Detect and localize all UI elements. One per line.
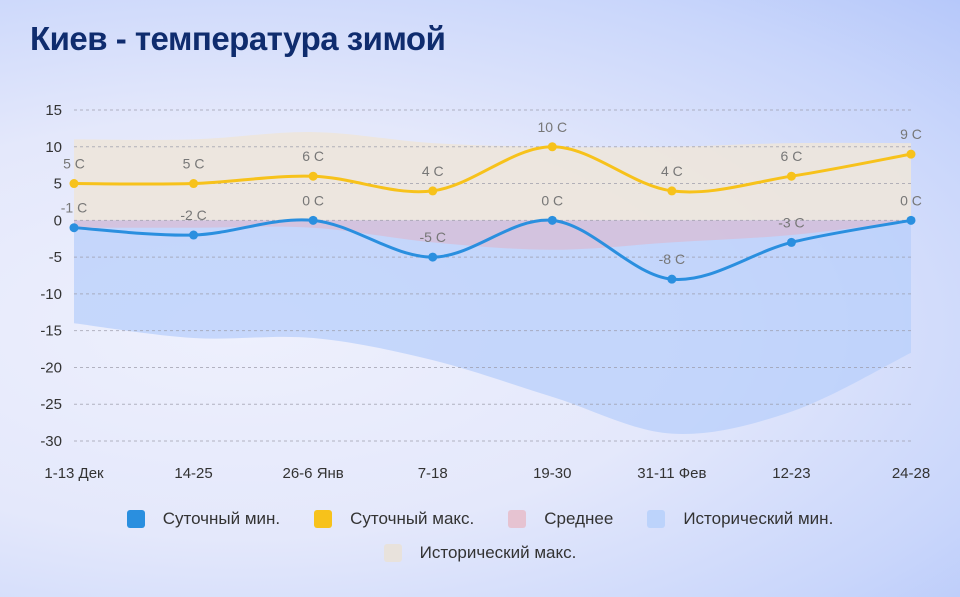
data-label: -2 C — [180, 207, 206, 223]
legend-swatch — [314, 510, 333, 528]
x-tick-label: 26-6 Янв — [283, 465, 344, 482]
data-label: 0 C — [541, 192, 563, 208]
x-tick-label: 19-30 — [533, 465, 571, 482]
legend-item-hist-min[interactable]: Исторический мин. — [647, 509, 833, 529]
data-point — [189, 230, 199, 240]
data-label: -1 C — [61, 200, 87, 216]
data-label: 5 C — [183, 156, 205, 172]
y-tick-label: 15 — [45, 102, 62, 119]
legend-item-daily-max[interactable]: Суточный макс. — [314, 509, 474, 529]
legend-row-2: Исторический макс. — [0, 543, 960, 563]
y-tick-label: -10 — [40, 286, 62, 303]
line-daily-max — [73, 145, 912, 194]
data-label: 4 C — [661, 163, 683, 179]
x-tick-label: 31-11 Фев — [637, 465, 706, 482]
data-point — [667, 274, 677, 284]
data-point — [786, 171, 796, 181]
x-tick-label: 24-28 — [892, 465, 930, 482]
x-tick-label: 7-18 — [418, 465, 448, 482]
legend: Суточный мин. Суточный макс. Среднее Ист… — [0, 509, 960, 529]
legend-swatch — [647, 510, 666, 528]
legend-swatch — [383, 544, 402, 562]
legend-label: Исторический макс. — [419, 543, 577, 562]
legend-item-average[interactable]: Среднее — [508, 509, 613, 529]
data-label: 0 C — [302, 192, 324, 208]
legend-item-hist-max[interactable]: Исторический макс. — [383, 543, 577, 563]
y-tick-label: -25 — [40, 396, 62, 413]
data-label: 6 C — [302, 148, 324, 164]
legend-label: Среднее — [544, 509, 614, 528]
data-label: 5 C — [63, 156, 85, 172]
legend-swatch — [126, 510, 145, 528]
data-label: -8 C — [659, 251, 685, 267]
data-label: -5 C — [419, 229, 445, 245]
x-tick-label: 12-23 — [772, 465, 810, 482]
legend-label: Суточный мин. — [162, 509, 281, 528]
data-point — [308, 171, 318, 181]
x-tick-label: 1-13 Дек — [44, 465, 104, 482]
data-point — [428, 252, 438, 262]
data-point — [308, 215, 318, 225]
data-point — [547, 215, 557, 225]
legend-label: Суточный макс. — [350, 509, 475, 528]
area-average — [74, 220, 911, 250]
y-tick-label: 5 — [54, 176, 62, 193]
data-point — [69, 179, 79, 189]
data-label: -3 C — [778, 214, 804, 230]
data-label: 4 C — [422, 163, 444, 179]
y-tick-label: -15 — [40, 323, 62, 340]
legend-swatch — [508, 510, 527, 528]
data-point — [906, 215, 916, 225]
data-point — [547, 142, 557, 152]
area-hist-min — [74, 220, 911, 434]
data-label: 0 C — [900, 192, 922, 208]
x-tick-label: 14-25 — [174, 465, 212, 482]
line-daily-min — [73, 218, 912, 281]
y-tick-label: -30 — [40, 433, 62, 450]
data-point — [189, 179, 199, 189]
legend-item-daily-min[interactable]: Суточный мин. — [126, 509, 281, 529]
y-tick-label: 0 — [54, 212, 62, 229]
data-point — [69, 223, 79, 233]
data-label: 6 C — [781, 148, 803, 164]
data-point — [786, 237, 796, 247]
y-tick-label: -5 — [49, 249, 62, 266]
data-point — [667, 186, 677, 196]
y-tick-label: 10 — [45, 139, 62, 156]
legend-label: Исторический мин. — [683, 509, 834, 528]
data-label: 9 C — [900, 126, 922, 142]
area-hist-max — [74, 132, 911, 221]
y-tick-label: -20 — [40, 359, 62, 376]
data-point — [428, 186, 438, 196]
chart-title: Киев - температура зимой — [30, 20, 446, 57]
data-point — [906, 149, 916, 159]
data-label: 10 C — [537, 119, 567, 135]
